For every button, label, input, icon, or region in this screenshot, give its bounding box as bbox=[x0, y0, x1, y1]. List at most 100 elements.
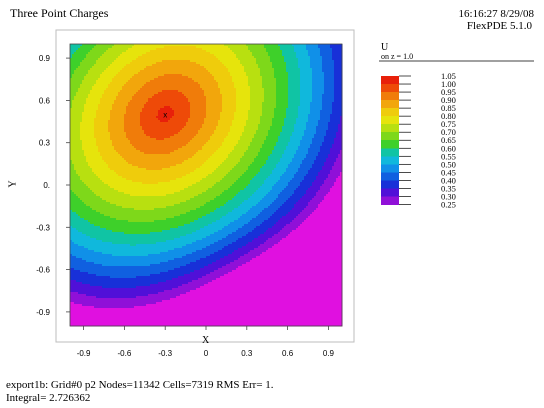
field-cell bbox=[262, 108, 275, 111]
field-cell bbox=[232, 80, 249, 83]
field-cell bbox=[70, 132, 81, 135]
field-cell bbox=[190, 290, 343, 293]
field-cell bbox=[216, 220, 235, 223]
field-cell bbox=[74, 168, 93, 171]
field-cell bbox=[330, 116, 341, 119]
field-cell bbox=[70, 198, 81, 201]
field-cell bbox=[244, 154, 259, 157]
field-cell bbox=[100, 178, 127, 181]
field-cell bbox=[292, 208, 305, 211]
field-cell bbox=[110, 138, 129, 141]
field-cell bbox=[232, 198, 249, 201]
field-cell bbox=[288, 82, 301, 85]
field-cell bbox=[156, 48, 203, 51]
field-cell bbox=[290, 196, 303, 199]
field-cell bbox=[84, 104, 99, 107]
field-cell bbox=[230, 74, 247, 77]
field-cell bbox=[308, 50, 321, 53]
field-cell bbox=[220, 118, 235, 121]
field-cell bbox=[322, 64, 335, 67]
field-cell bbox=[250, 88, 265, 91]
field-cell bbox=[180, 294, 343, 297]
field-cell bbox=[184, 160, 207, 163]
field-cell bbox=[188, 118, 205, 121]
field-cell bbox=[320, 146, 333, 149]
field-cell bbox=[70, 306, 95, 309]
field-cell bbox=[192, 156, 211, 159]
field-cell bbox=[256, 174, 271, 177]
field-cell bbox=[150, 264, 187, 267]
field-cell bbox=[86, 160, 105, 163]
field-cell bbox=[72, 100, 87, 103]
field-cell bbox=[238, 142, 251, 145]
field-cell bbox=[312, 184, 323, 187]
field-cell bbox=[158, 112, 175, 115]
field-cell bbox=[226, 264, 243, 267]
field-cell bbox=[272, 214, 287, 217]
field-cell bbox=[116, 58, 137, 61]
field-cell bbox=[266, 240, 281, 243]
field-cell bbox=[170, 136, 195, 139]
field-cell bbox=[238, 206, 253, 209]
field-cell bbox=[310, 104, 323, 107]
field-cell bbox=[80, 64, 95, 67]
field-cell bbox=[304, 208, 317, 211]
field-cell bbox=[312, 92, 325, 95]
field-cell bbox=[70, 172, 77, 175]
field-cell bbox=[312, 80, 325, 83]
field-cell bbox=[310, 214, 343, 217]
field-cell bbox=[314, 160, 327, 163]
field-cell bbox=[142, 54, 215, 57]
field-cell bbox=[230, 262, 247, 265]
field-cell bbox=[244, 188, 259, 191]
field-cell bbox=[282, 52, 297, 55]
field-cell bbox=[252, 54, 269, 57]
field-cell bbox=[142, 108, 161, 111]
field-cell bbox=[212, 222, 231, 225]
field-cell bbox=[88, 164, 109, 167]
field-cell bbox=[286, 112, 299, 115]
field-cell bbox=[70, 70, 75, 73]
field-cell bbox=[242, 132, 257, 135]
field-cell bbox=[340, 174, 343, 177]
field-cell bbox=[70, 164, 75, 167]
field-cell bbox=[340, 122, 343, 125]
field-cell bbox=[124, 120, 141, 123]
field-cell bbox=[220, 206, 239, 209]
field-cell bbox=[126, 50, 151, 53]
field-cell bbox=[234, 82, 249, 85]
field-cell bbox=[226, 214, 243, 217]
legend-level-label: 0.80 bbox=[441, 111, 456, 121]
field-cell bbox=[334, 60, 343, 63]
field-cell bbox=[288, 98, 301, 101]
field-cell bbox=[338, 126, 343, 129]
field-cell bbox=[256, 62, 273, 65]
field-cell bbox=[80, 270, 169, 273]
field-cell bbox=[90, 188, 115, 191]
field-cell bbox=[266, 48, 281, 51]
field-cell bbox=[70, 180, 83, 183]
field-cell bbox=[182, 162, 205, 165]
field-cell bbox=[118, 174, 187, 177]
field-cell bbox=[70, 46, 81, 49]
field-cell bbox=[170, 118, 189, 121]
field-cell bbox=[254, 136, 267, 139]
field-cell bbox=[186, 212, 211, 215]
field-cell bbox=[88, 248, 175, 251]
field-cell bbox=[140, 120, 161, 123]
field-cell bbox=[316, 130, 327, 133]
field-cell bbox=[114, 44, 135, 47]
field-cell bbox=[116, 150, 141, 153]
field-cell bbox=[296, 122, 307, 125]
field-cell bbox=[246, 72, 261, 75]
field-cell bbox=[70, 182, 85, 185]
field-cell bbox=[208, 188, 229, 191]
field-cell bbox=[288, 100, 301, 103]
field-cell bbox=[158, 110, 175, 113]
field-cell bbox=[288, 234, 343, 237]
field-cell bbox=[94, 122, 109, 125]
field-cell bbox=[292, 160, 303, 163]
field-cell bbox=[114, 100, 131, 103]
field-cell bbox=[294, 46, 307, 49]
field-cell bbox=[96, 62, 113, 65]
